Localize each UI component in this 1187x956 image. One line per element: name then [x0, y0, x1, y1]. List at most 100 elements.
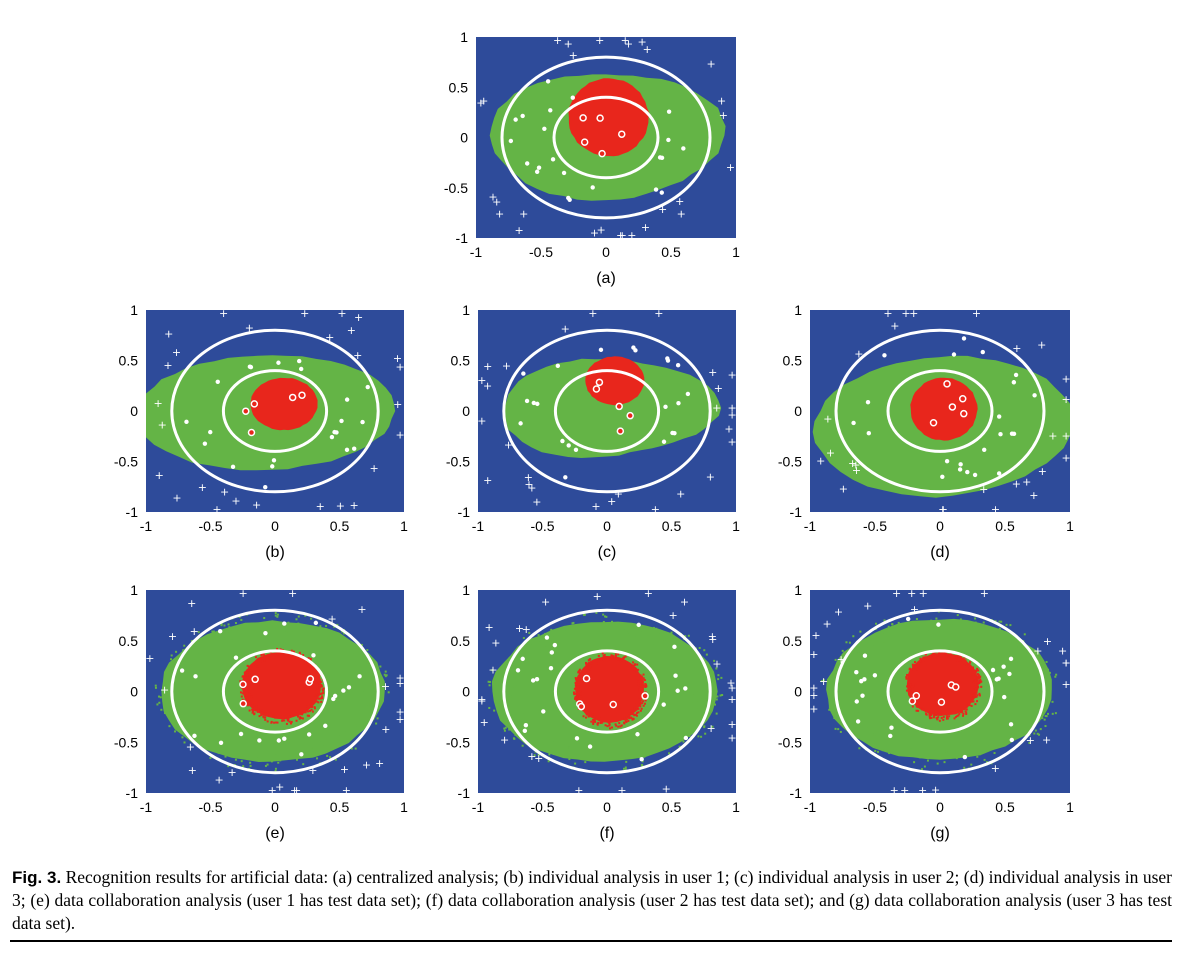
speckle: [642, 673, 645, 676]
speckle: [287, 654, 290, 657]
speckle: [519, 719, 522, 722]
speckle: [637, 674, 640, 677]
speckle: [274, 614, 277, 617]
speckle: [929, 717, 932, 720]
speckle: [575, 678, 578, 681]
speckle: [575, 699, 578, 702]
speckle: [970, 696, 973, 699]
speckle: [934, 655, 937, 658]
speckle: [956, 614, 959, 617]
speckle: [696, 691, 699, 694]
sample-marker-dot: [587, 744, 593, 749]
y-tick-label: -1: [458, 504, 471, 520]
speckle: [298, 651, 301, 654]
speckle: [587, 708, 590, 711]
speckle: [914, 703, 917, 706]
speckle: [168, 693, 171, 696]
speckle: [935, 712, 938, 715]
speckle: [642, 700, 645, 703]
sample-marker-plus: +: [393, 398, 402, 411]
speckle: [310, 703, 313, 706]
speckle: [181, 736, 184, 739]
speckle: [638, 689, 641, 692]
speckle: [508, 677, 511, 680]
sample-marker-dot: [192, 733, 197, 739]
sample-marker-circle: [641, 692, 649, 700]
sample-marker-dot: [524, 398, 530, 404]
speckle: [241, 692, 244, 695]
speckle: [680, 642, 683, 645]
speckle: [966, 633, 969, 636]
speckle: [583, 630, 586, 633]
speckle: [628, 717, 631, 720]
sample-marker-plus: +: [809, 703, 818, 716]
speckle: [948, 715, 951, 718]
region-inner-d: [910, 377, 978, 441]
x-tick-label: -1: [470, 244, 483, 260]
speckle: [688, 735, 691, 738]
sample-marker-plus: +: [163, 359, 172, 372]
speckle: [960, 751, 963, 754]
speckle: [204, 646, 207, 649]
speckle: [582, 679, 585, 682]
speckle: [275, 752, 278, 755]
speckle: [171, 712, 174, 715]
speckle: [345, 655, 348, 658]
speckle: [574, 697, 577, 700]
speckle: [585, 662, 588, 665]
speckle: [855, 652, 858, 655]
speckle: [300, 716, 303, 719]
speckle: [932, 716, 935, 719]
speckle: [643, 702, 646, 705]
speckle: [282, 655, 285, 658]
speckle: [514, 733, 517, 736]
speckle: [697, 706, 700, 709]
speckle: [628, 624, 631, 627]
speckle: [924, 707, 927, 710]
speckle: [654, 747, 657, 750]
speckle: [264, 764, 267, 767]
speckle: [908, 691, 911, 694]
speckle: [632, 664, 635, 667]
sample-marker-plus: +: [215, 774, 224, 787]
speckle: [317, 701, 320, 704]
speckle: [654, 638, 657, 641]
speckle: [916, 665, 919, 668]
sample-marker-dot: [523, 723, 529, 728]
speckle: [676, 733, 679, 736]
speckle: [974, 674, 977, 677]
speckle: [832, 671, 835, 674]
sample-marker-dot: [518, 421, 523, 426]
x-tick-label: -0.5: [530, 518, 554, 534]
speckle: [949, 652, 952, 655]
speckle: [850, 693, 853, 696]
speckle: [223, 630, 226, 633]
speckle: [302, 763, 305, 766]
speckle: [883, 642, 886, 645]
region-inner-c: [585, 356, 645, 406]
speckle: [978, 694, 981, 697]
sample-marker-plus: +: [353, 349, 362, 362]
boundary-inner-circle: [221, 369, 329, 453]
speckle: [699, 698, 702, 701]
speckle: [698, 720, 701, 723]
speckle: [975, 669, 978, 672]
speckle: [938, 719, 941, 722]
speckle: [366, 649, 369, 652]
sample-marker-dot: [233, 655, 239, 660]
speckle: [245, 674, 248, 677]
speckle: [968, 623, 971, 626]
speckle: [624, 767, 627, 770]
speckle: [845, 641, 848, 644]
speckle: [320, 684, 323, 687]
speckle: [285, 722, 288, 725]
sample-marker-dot: [549, 650, 555, 655]
speckle: [652, 626, 655, 629]
speckle: [250, 673, 253, 676]
speckle: [253, 706, 256, 709]
speckle: [259, 662, 262, 665]
speckle: [937, 713, 940, 716]
x-tick-label: -0.5: [863, 518, 887, 534]
speckle: [209, 638, 212, 641]
speckle: [274, 716, 277, 719]
